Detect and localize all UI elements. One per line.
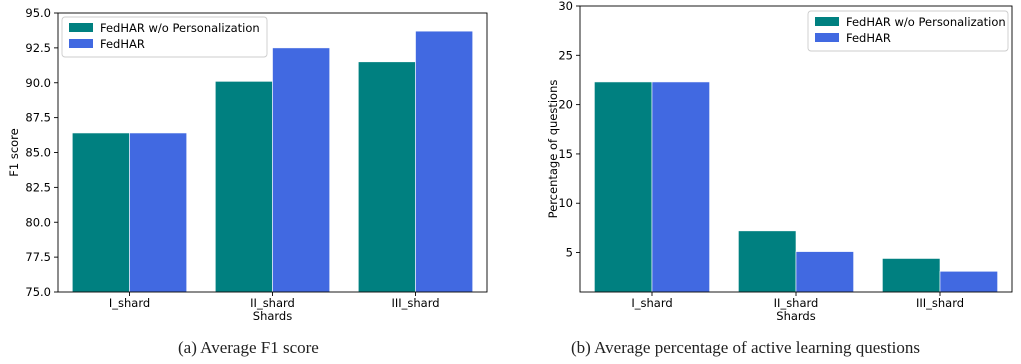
chart-b-ytick-label: 10 [558, 196, 573, 210]
chart-a-ytick-label: 75.0 [25, 285, 51, 299]
chart-b-xtick-label: I_shard [631, 296, 672, 310]
chart-a-bar-wo-personalization-2 [215, 81, 273, 293]
chart-a-bar-fedhar-3 [415, 30, 474, 293]
chart-b-legend [807, 10, 1009, 52]
chart-b-xtick-label: III_shard [916, 296, 964, 310]
chart-a-ytick-label: 92.5 [25, 41, 51, 55]
chart-a-ytick-label: 82.5 [25, 180, 51, 194]
chart-a-ytick-label: 90.0 [25, 76, 51, 90]
chart-a-legend [61, 16, 268, 58]
chart-b-ytick-label: 25 [558, 48, 573, 62]
chart-b-ylabel: Percentage of questions [546, 80, 560, 219]
chart-a-ylabel: F1 score [7, 128, 21, 177]
chart-a-ytick-label: 87.5 [25, 111, 51, 125]
chart-b-legend-swatch-1 [815, 17, 839, 26]
chart-a-xtick-label: III_shard [391, 296, 439, 310]
chart-a-legend-label-2: FedHAR [100, 37, 145, 51]
chart-a-ytick-label: 95.0 [25, 6, 51, 20]
chart-b-ytick-label: 30 [558, 0, 573, 13]
chart-a-legend-label-1: FedHAR w/o Personalization [100, 21, 260, 35]
chart-b-xtick-label: II_shard [774, 296, 819, 310]
chart-a-bar-fedhar-1 [129, 132, 188, 293]
chart-a-bar-wo-personalization-1 [72, 132, 130, 293]
chart-a-legend-swatch-1 [69, 23, 93, 32]
chart-b-bar-fedhar-1 [651, 81, 710, 293]
chart-b-ytick-label: 15 [558, 147, 573, 161]
chart-b-legend-swatch-2 [815, 33, 839, 42]
chart-a-ytick-label: 80.0 [25, 215, 51, 229]
chart-b-legend-label-1: FedHAR w/o Personalization [846, 15, 1006, 29]
chart-b-bar-wo-personalization-3 [882, 258, 941, 293]
chart-a-xtick-label: II_shard [250, 296, 295, 310]
chart-a-ytick-label: 77.5 [25, 250, 51, 264]
chart-a-legend-swatch-2 [69, 39, 93, 48]
chart-b-bar-fedhar-3 [939, 270, 998, 293]
chart-b-legend-label-2: FedHAR [846, 31, 891, 45]
chart-b-bar-wo-personalization-1 [594, 81, 653, 293]
chart-a-bar-wo-personalization-3 [357, 61, 416, 293]
chart-b-bar-wo-personalization-2 [738, 230, 797, 293]
chart-b-bar-fedhar-2 [795, 251, 854, 293]
chart-a-xtick-label: I_shard [109, 296, 150, 310]
chart-a-ytick-label: 85.0 [25, 146, 51, 160]
caption-chart-a: (a) Average F1 score [178, 338, 319, 357]
chart-a-xlabel: Shards [253, 309, 292, 323]
caption-chart-b: (b) Average percentage of active learnin… [571, 338, 920, 357]
chart-b-ytick-label: 5 [566, 246, 573, 260]
chart-b-xlabel: Shards [776, 309, 815, 323]
chart-a-bar-fedhar-2 [272, 47, 331, 293]
chart-b-ytick-label: 20 [558, 98, 573, 112]
